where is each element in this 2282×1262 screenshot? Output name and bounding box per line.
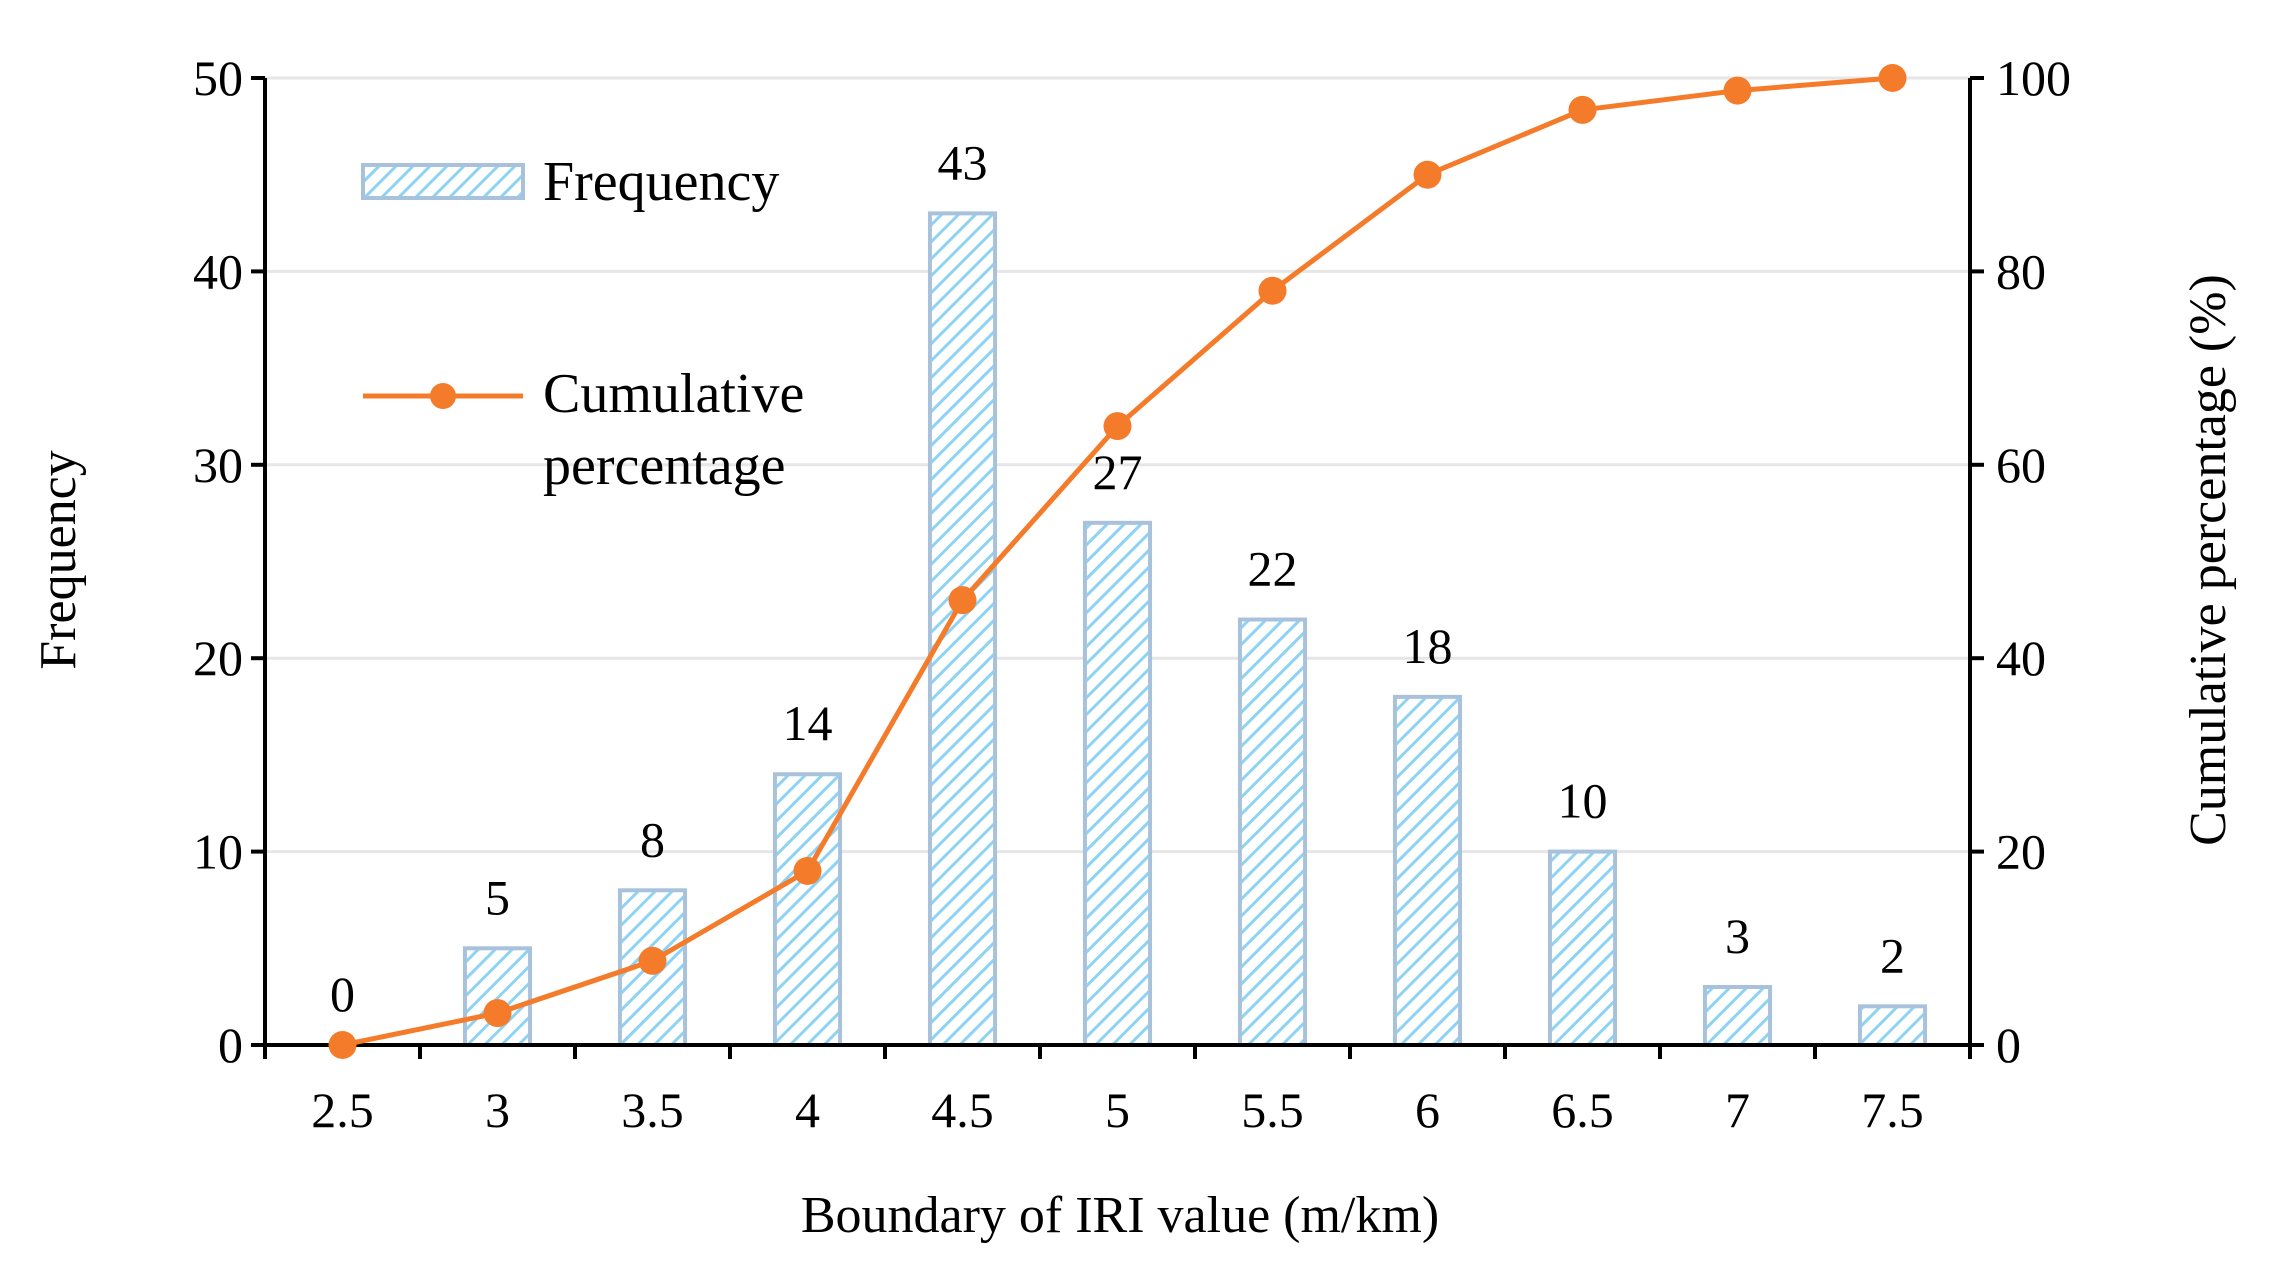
bar-data-label: 3 — [1725, 908, 1750, 964]
cumulative-point — [328, 1031, 357, 1059]
cumulative-point — [1103, 412, 1132, 441]
bar-data-label: 5 — [485, 869, 510, 925]
bar — [927, 211, 998, 1047]
bar — [772, 772, 843, 1047]
x-tick-label: 7.5 — [1861, 1082, 1924, 1138]
bar-data-label: 27 — [1093, 444, 1143, 500]
y2-tick-label: 40 — [1996, 630, 2046, 686]
bar-data-label: 14 — [783, 695, 833, 751]
y-tick-label: 0 — [218, 1017, 243, 1073]
x-tick-label: 4.5 — [931, 1082, 994, 1138]
x-tick-label: 3 — [485, 1082, 510, 1138]
y-tick-label: 30 — [193, 437, 243, 493]
cumulative-point — [1258, 276, 1287, 305]
y2-tick-label: 60 — [1996, 437, 2046, 493]
bar — [1392, 694, 1463, 1047]
gridlines — [265, 76, 1970, 854]
y2-tick-label: 20 — [1996, 824, 2046, 880]
y2-axis-title: Cumulative percentage (%) — [2180, 274, 2237, 846]
bar-series — [462, 211, 1928, 1048]
data-labels: 0 5 8 14 43 27 22 18 10 3 2 — [330, 134, 1905, 1022]
x-tick-label: 5 — [1105, 1082, 1130, 1138]
y-tick-label: 10 — [193, 824, 243, 880]
bar-data-label: 43 — [938, 134, 988, 190]
x-tick-label: 5.5 — [1241, 1082, 1304, 1138]
y-tick-label: 20 — [193, 630, 243, 686]
bar-data-label: 18 — [1403, 618, 1453, 674]
cumulative-point — [1413, 160, 1442, 189]
y-tick-label: 50 — [193, 50, 243, 106]
x-tick-label: 3.5 — [621, 1082, 684, 1138]
cumulative-line-series — [328, 64, 1907, 1059]
x-axis-title: Boundary of IRI value (m/km) — [801, 1187, 1439, 1244]
bar-data-label: 2 — [1880, 927, 1905, 983]
bar — [462, 946, 533, 1047]
legend-frequency-swatch — [361, 163, 525, 200]
bar-data-label: 22 — [1248, 541, 1298, 597]
cumulative-point — [948, 586, 977, 615]
y2-tick-label: 100 — [1996, 50, 2071, 106]
bar — [1082, 520, 1153, 1047]
cumulative-point — [638, 946, 667, 975]
legend: Frequency Cumulative percentage — [361, 151, 804, 497]
bar — [1237, 617, 1308, 1048]
x-tick-label: 6 — [1415, 1082, 1440, 1138]
cumulative-point — [793, 856, 822, 885]
x-tick-label: 4 — [795, 1082, 820, 1138]
bar-data-label: 0 — [330, 966, 355, 1022]
cumulative-point — [483, 999, 512, 1028]
legend-cumulative-marker — [430, 383, 456, 409]
legend-cumulative-label-line1: Cumulative — [543, 363, 804, 425]
x-tick-label: 2.5 — [311, 1082, 374, 1138]
legend-cumulative-label-line2: percentage — [543, 435, 785, 497]
y2-tick-label: 80 — [1996, 243, 2046, 299]
cumulative-point — [1878, 64, 1907, 92]
bar-data-label: 10 — [1558, 773, 1608, 829]
bar — [1702, 984, 1773, 1047]
y2-tick-label: 0 — [1996, 1017, 2021, 1073]
y-tick-label: 40 — [193, 243, 243, 299]
cumulative-point — [1568, 95, 1597, 124]
x-tick-label: 6.5 — [1551, 1082, 1614, 1138]
bar — [1547, 849, 1618, 1047]
legend-frequency-label: Frequency — [543, 151, 779, 213]
bar — [1857, 1004, 1928, 1048]
bar-data-label: 8 — [640, 811, 665, 867]
y-axis-title: Frequency — [30, 450, 87, 669]
x-tick-label: 7 — [1725, 1082, 1750, 1138]
cumulative-point — [1723, 76, 1752, 105]
